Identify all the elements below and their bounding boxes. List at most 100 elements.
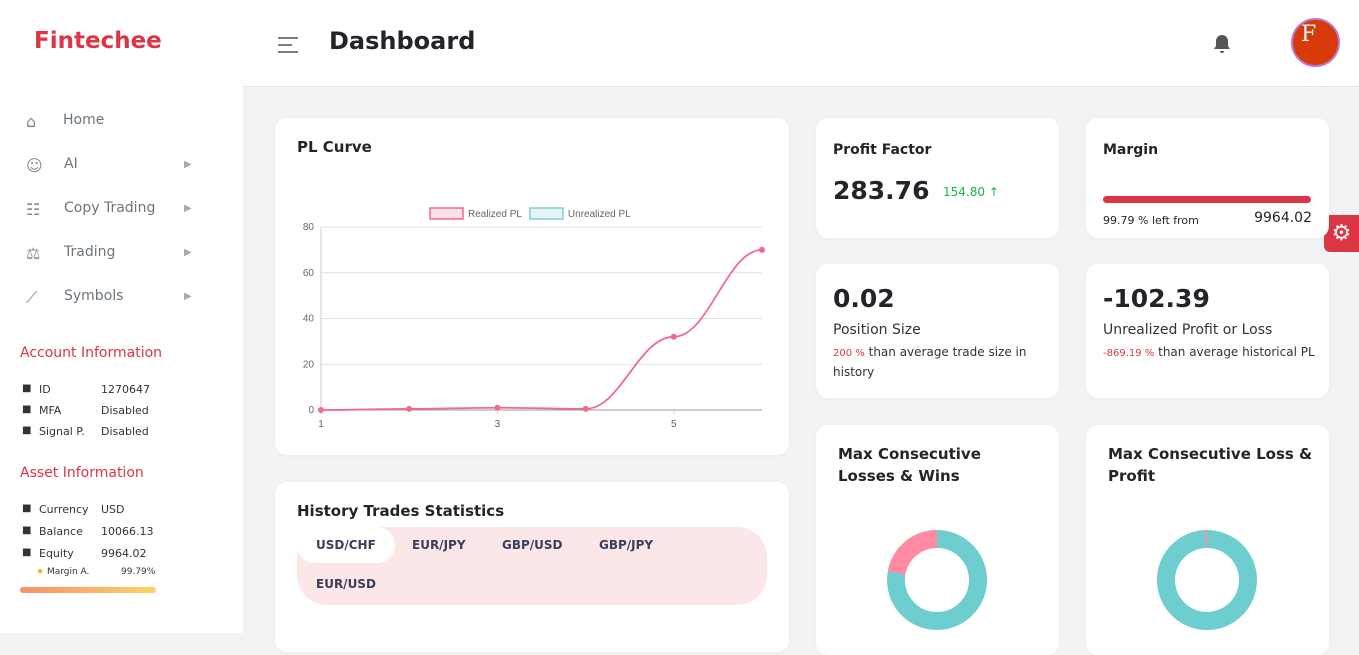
metric: 283.76 bbox=[833, 176, 929, 205]
row-label: Signal P. bbox=[39, 425, 85, 438]
y-tick-label: 40 bbox=[303, 314, 315, 325]
row-icon: ■ bbox=[22, 525, 31, 536]
donut-card: Max Consecutive Losses & Wins bbox=[816, 425, 1059, 655]
row-icon: ■ bbox=[22, 383, 31, 394]
donut-chart bbox=[1086, 425, 1329, 655]
label: Unrealized Profit or Loss bbox=[1103, 322, 1272, 338]
amount: 9964.02 bbox=[1254, 210, 1312, 226]
progress-track bbox=[20, 587, 156, 593]
row-label: ID bbox=[39, 383, 51, 396]
card-title: Profit Factor bbox=[833, 142, 931, 158]
nav-label: Copy Trading bbox=[64, 200, 155, 216]
row-value: 1270647 bbox=[101, 383, 150, 396]
point bbox=[494, 405, 500, 411]
point bbox=[759, 247, 765, 253]
percent: 200 % bbox=[833, 348, 865, 359]
nav-icon: ⟋ bbox=[26, 288, 37, 308]
progress-bar bbox=[1103, 196, 1311, 203]
section-title: Account Information bbox=[20, 345, 162, 361]
description: 200 % than average trade size in history bbox=[833, 343, 1043, 382]
donut-card: Max Consecutive Loss & Profit bbox=[1086, 425, 1329, 655]
label: ★ Margin A. bbox=[36, 567, 89, 577]
nav-item[interactable]: ☷Copy Trading▶ bbox=[0, 194, 243, 224]
row-label: Currency bbox=[39, 503, 89, 516]
margin-card: Margin 99.79 % left from 9964.02 bbox=[1086, 118, 1329, 238]
value: 99.79% bbox=[121, 567, 155, 577]
page-title: Dashboard bbox=[329, 27, 475, 55]
section-title: Asset Information bbox=[20, 465, 144, 481]
tab[interactable]: USD/CHF bbox=[297, 527, 395, 563]
percent: -869.19 % bbox=[1103, 348, 1154, 359]
nav-item[interactable]: ⚖Trading▶ bbox=[0, 238, 243, 268]
tab[interactable]: GBP/JPY bbox=[580, 527, 672, 563]
row-icon: ■ bbox=[22, 547, 31, 558]
row-label: MFA bbox=[39, 404, 61, 417]
row-icon: ■ bbox=[22, 404, 31, 415]
tab[interactable]: EUR/JPY bbox=[393, 527, 485, 563]
chevron: ▶ bbox=[184, 159, 192, 170]
caption-text: % left from bbox=[1138, 214, 1199, 227]
metric: 0.02 bbox=[833, 284, 895, 313]
position-card: 0.02 Position Size 200 % than average tr… bbox=[816, 264, 1059, 398]
chevron: ▶ bbox=[184, 203, 192, 214]
nav-label: Symbols bbox=[64, 288, 123, 304]
chevron: ▶ bbox=[184, 247, 192, 258]
nav-item[interactable]: ⌂ Home bbox=[0, 106, 243, 136]
tab[interactable]: GBP/USD bbox=[483, 527, 582, 563]
row-label: Equity bbox=[39, 547, 74, 560]
nav-icon: ☺ bbox=[26, 156, 43, 175]
label-text: Margin A. bbox=[47, 567, 89, 577]
nav-label: Home bbox=[63, 112, 104, 128]
text: than average historical PL bbox=[1158, 345, 1315, 359]
donut-slice bbox=[1166, 539, 1248, 621]
x-tick-label: 1 bbox=[318, 419, 324, 430]
progress-track bbox=[1103, 196, 1311, 203]
y-tick-label: 60 bbox=[303, 268, 315, 279]
point bbox=[318, 407, 324, 413]
page: Fintechee ⌂Home☺AI▶☷Copy Trading▶⚖Tradin… bbox=[0, 0, 1359, 633]
change: 154.80 ↑ bbox=[943, 185, 999, 199]
label: Position Size bbox=[833, 322, 921, 338]
donut-slice bbox=[897, 539, 937, 573]
menu-icon[interactable] bbox=[277, 36, 299, 54]
bell-icon[interactable] bbox=[1211, 31, 1233, 55]
avatar[interactable]: F bbox=[1291, 18, 1340, 67]
header: Dashboard F bbox=[243, 0, 1359, 87]
profit-factor-card: Profit Factor 283.76 154.80 ↑ bbox=[816, 118, 1059, 238]
legend-label: Realized PL bbox=[468, 209, 522, 220]
description: -869.19 % than average historical PL bbox=[1103, 343, 1318, 363]
row-value: Disabled bbox=[101, 425, 149, 438]
legend-label: Unrealized PL bbox=[568, 209, 631, 220]
point bbox=[406, 406, 412, 412]
legend-swatch bbox=[530, 208, 563, 219]
row-value: 10066.13 bbox=[101, 525, 154, 538]
sidebar: Fintechee ⌂Home☺AI▶☷Copy Trading▶⚖Tradin… bbox=[0, 0, 243, 633]
donut-chart bbox=[816, 425, 1059, 655]
settings-button[interactable]: ⚙ bbox=[1324, 215, 1359, 252]
row-icon: ■ bbox=[22, 503, 31, 514]
nav-icon: ⌂ bbox=[26, 112, 36, 131]
card-title: Margin bbox=[1103, 142, 1158, 158]
point bbox=[583, 406, 589, 412]
line bbox=[321, 250, 762, 410]
nav-item[interactable]: ☺ AI ▶ bbox=[0, 150, 243, 180]
nav-label: AI bbox=[64, 156, 78, 172]
caption: 99.79 % left from bbox=[1103, 214, 1199, 227]
legend-swatch bbox=[430, 208, 463, 219]
chevron: ▶ bbox=[184, 291, 192, 302]
unrealized-card: -102.39 Unrealized Profit or Loss -869.1… bbox=[1086, 264, 1329, 398]
nav-item[interactable]: ⟋ Symbols ▶ bbox=[0, 282, 243, 312]
y-tick-label: 20 bbox=[303, 359, 315, 370]
row-value: Disabled bbox=[101, 404, 149, 417]
nav-icon: ⚖ bbox=[26, 244, 40, 263]
y-tick-label: 80 bbox=[303, 222, 315, 233]
tab[interactable]: EUR/USD bbox=[297, 566, 395, 602]
progress-bar bbox=[20, 587, 156, 593]
row-value: USD bbox=[101, 503, 125, 516]
metric: -102.39 bbox=[1103, 284, 1210, 313]
card-title: History Trades Statistics bbox=[297, 502, 504, 520]
